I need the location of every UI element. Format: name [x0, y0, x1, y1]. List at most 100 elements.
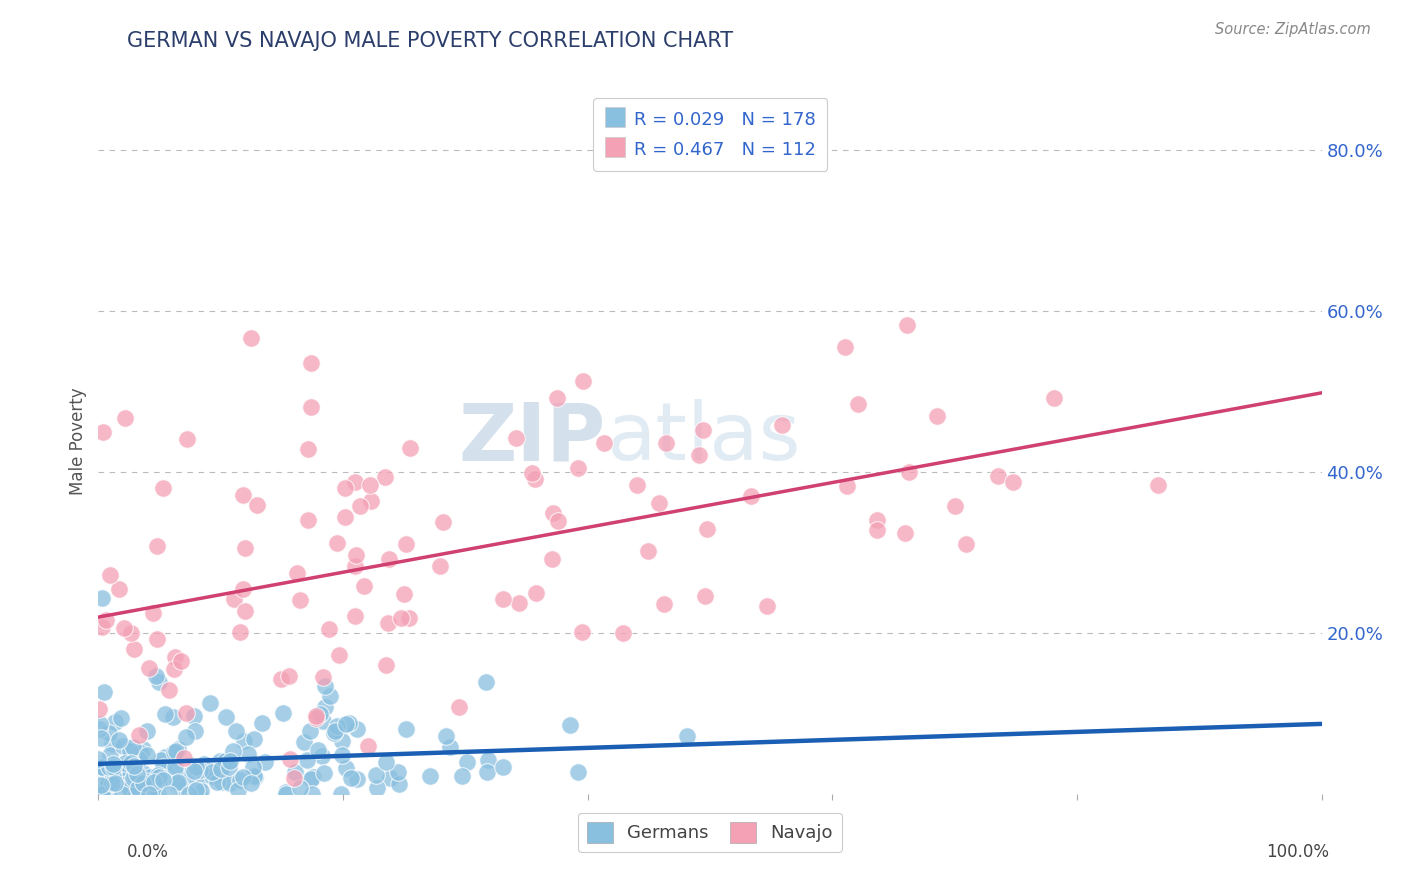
Point: [339, 771, 361, 785]
Point: [299, 356, 322, 370]
Point: [546, 391, 568, 405]
Point: [492, 759, 515, 773]
Point: [326, 719, 349, 733]
Point: [90, 778, 112, 792]
Point: [97, 776, 120, 790]
Point: [153, 707, 176, 722]
Point: [1042, 391, 1064, 405]
Text: ZIP: ZIP: [458, 399, 606, 477]
Point: [90, 787, 112, 801]
Point: [101, 737, 124, 751]
Point: [142, 775, 165, 789]
Point: [233, 734, 256, 748]
Point: [222, 744, 245, 758]
Point: [104, 715, 127, 730]
Point: [637, 544, 659, 558]
Point: [100, 780, 122, 794]
Point: [927, 409, 949, 423]
Point: [357, 739, 380, 753]
Point: [304, 710, 326, 724]
Point: [846, 397, 869, 411]
Point: [94, 613, 117, 627]
Point: [492, 592, 515, 607]
Point: [89, 717, 111, 731]
Point: [165, 744, 187, 758]
Point: [232, 488, 254, 502]
Point: [114, 411, 136, 425]
Point: [145, 668, 167, 682]
Point: [170, 654, 193, 668]
Point: [866, 523, 889, 537]
Point: [91, 591, 114, 606]
Point: [187, 787, 209, 801]
Point: [101, 770, 124, 784]
Point: [571, 624, 593, 639]
Point: [93, 761, 115, 775]
Point: [186, 783, 208, 797]
Point: [364, 768, 387, 782]
Point: [955, 537, 977, 551]
Point: [439, 740, 461, 755]
Point: [366, 780, 388, 795]
Point: [87, 752, 110, 766]
Point: [96, 780, 118, 794]
Point: [333, 509, 356, 524]
Point: [142, 606, 165, 620]
Point: [389, 611, 412, 625]
Point: [127, 767, 149, 781]
Point: [360, 494, 382, 508]
Point: [330, 787, 353, 801]
Text: 0.0%: 0.0%: [127, 843, 169, 861]
Point: [127, 781, 149, 796]
Point: [432, 516, 454, 530]
Point: [149, 753, 172, 767]
Point: [225, 723, 247, 738]
Point: [201, 765, 224, 780]
Point: [301, 787, 323, 801]
Point: [103, 764, 125, 779]
Point: [295, 753, 318, 767]
Point: [309, 707, 332, 722]
Point: [394, 587, 416, 601]
Point: [146, 632, 169, 646]
Point: [245, 770, 267, 784]
Point: [128, 752, 150, 766]
Point: [93, 762, 115, 776]
Point: [419, 769, 441, 783]
Point: [97, 726, 120, 740]
Point: [228, 625, 250, 640]
Point: [87, 722, 110, 736]
Point: [163, 745, 186, 759]
Point: [201, 768, 224, 782]
Point: [298, 723, 321, 738]
Point: [344, 559, 367, 574]
Point: [288, 593, 311, 607]
Point: [328, 648, 350, 662]
Point: [114, 764, 136, 778]
Point: [330, 733, 353, 747]
Point: [387, 777, 409, 791]
Point: [153, 749, 176, 764]
Point: [174, 730, 197, 744]
Point: [163, 760, 186, 774]
Point: [148, 771, 170, 785]
Point: [122, 641, 145, 656]
Point: [143, 787, 166, 801]
Point: [523, 472, 546, 486]
Point: [283, 771, 305, 785]
Point: [299, 400, 322, 414]
Point: [692, 423, 714, 437]
Point: [314, 680, 336, 694]
Point: [896, 318, 918, 332]
Point: [112, 621, 135, 635]
Point: [475, 675, 498, 690]
Point: [297, 513, 319, 527]
Point: [242, 731, 264, 746]
Point: [675, 729, 697, 743]
Point: [449, 699, 471, 714]
Point: [193, 757, 215, 772]
Point: [302, 771, 325, 785]
Point: [218, 754, 240, 768]
Point: [214, 755, 236, 769]
Point: [284, 765, 307, 780]
